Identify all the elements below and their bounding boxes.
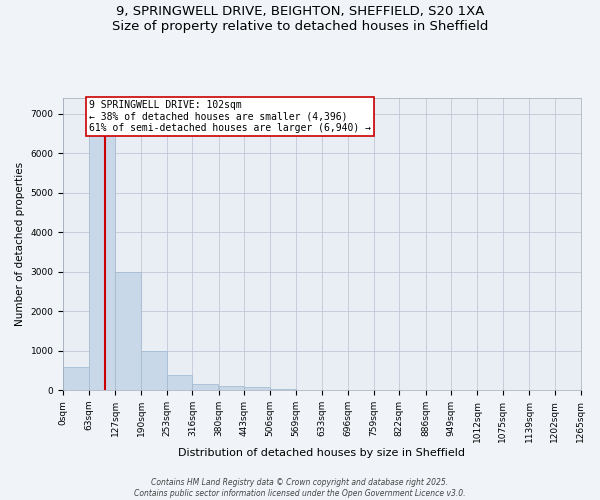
Text: 9 SPRINGWELL DRIVE: 102sqm
← 38% of detached houses are smaller (4,396)
61% of s: 9 SPRINGWELL DRIVE: 102sqm ← 38% of deta… [89, 100, 371, 133]
Bar [141, 350, 167, 390]
Bar [244, 387, 270, 390]
Bar [89, 134, 115, 390]
Text: Contains HM Land Registry data © Crown copyright and database right 2025.
Contai: Contains HM Land Registry data © Crown c… [134, 478, 466, 498]
X-axis label: Distribution of detached houses by size in Sheffield: Distribution of detached houses by size … [178, 448, 466, 458]
Bar [193, 384, 218, 390]
Bar [270, 389, 296, 390]
Bar [63, 367, 89, 390]
Bar [115, 272, 141, 390]
Y-axis label: Number of detached properties: Number of detached properties [15, 162, 25, 326]
Bar [218, 386, 244, 390]
Text: 9, SPRINGWELL DRIVE, BEIGHTON, SHEFFIELD, S20 1XA
Size of property relative to d: 9, SPRINGWELL DRIVE, BEIGHTON, SHEFFIELD… [112, 5, 488, 33]
Bar [167, 375, 193, 390]
